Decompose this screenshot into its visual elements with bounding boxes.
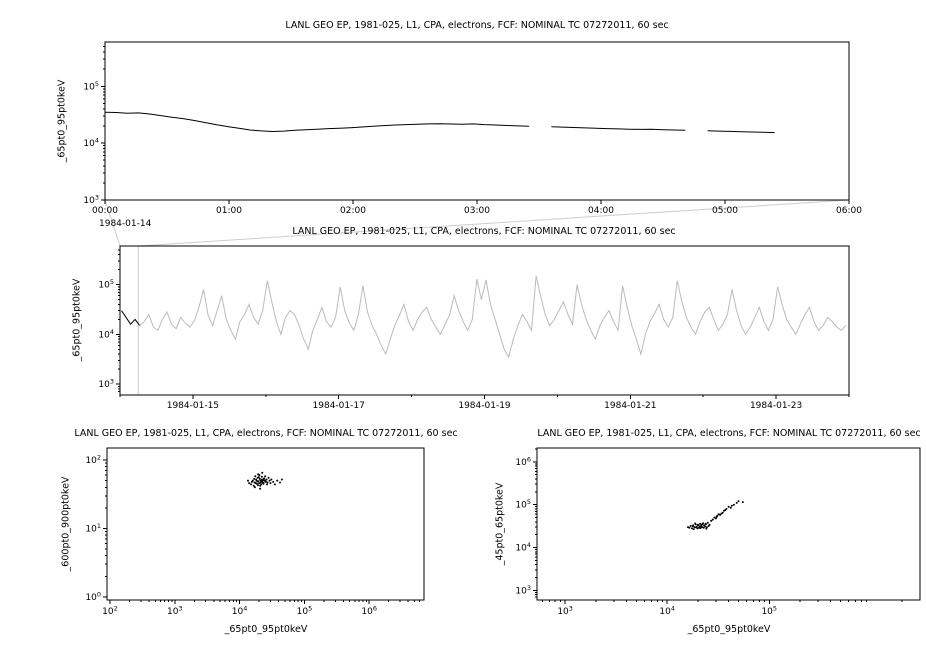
tick-label: 04:00 (588, 206, 614, 216)
y-axis-label-overview: _65pt0_95pt0keV (71, 278, 83, 362)
y-axis-label-scatter-left: _600pt0_900pt0keV (60, 476, 72, 572)
axis-tick-labels: 103 104 105 00:00 01:00 02:00 03:00 04:00 05:00 0… (83, 80, 862, 216)
tick-label: 104 (515, 541, 531, 554)
tick-label: 105 (515, 498, 531, 511)
tick-label: 00:00 (92, 206, 118, 216)
overview-timeseries-plot: 103 104 105 1984-01-15 1984-01-17 1984-01-19 1… (98, 245, 850, 411)
tick-label: 1984-01-19 (458, 401, 511, 411)
plot-title-top: LANL GEO EP, 1981-025, L1, CPA, electron… (285, 20, 669, 31)
x-axis-date-label: 1984-01-14 (99, 219, 152, 229)
tick-label: 102 (102, 605, 118, 618)
tick-label: 105 (83, 80, 99, 93)
y-axis-label-top: _65pt0_95pt0keV (56, 79, 68, 163)
tick-label: 103 (515, 584, 531, 597)
plot-area[interactable] (536, 447, 921, 601)
scatter-points (687, 500, 744, 531)
tick-label: 1984-01-23 (750, 401, 802, 411)
tick-label: 104 (83, 137, 99, 150)
axis-ticks (116, 249, 850, 399)
tick-label: 100 (85, 590, 101, 603)
plot-area[interactable] (104, 41, 850, 201)
tick-label: 104 (232, 605, 248, 618)
tick-label: 1984-01-17 (313, 401, 365, 411)
tick-label: 03:00 (464, 206, 490, 216)
tick-label: 106 (515, 455, 531, 468)
series-zoomed-interval (121, 310, 141, 326)
tick-label: 103 (98, 377, 114, 390)
axis-tick-labels: 103 104 105 1984-01-15 1984-01-17 1984-01-19 1… (98, 278, 802, 411)
tick-label: 1984-01-21 (604, 401, 656, 411)
axis-tick-labels: 100 101 102 102 103 104 105 106 (85, 454, 377, 617)
tick-label: 105 (98, 278, 114, 291)
x-axis-label-scatter-left: _65pt0_95pt0keV (224, 624, 308, 635)
scatter-600-900-plot: 100 101 102 102 103 104 105 106 (85, 447, 425, 617)
plot-title-scatter-right: LANL GEO EP, 1981-025, L1, CPA, electron… (537, 428, 921, 439)
axis-ticks (533, 448, 903, 604)
scatter-points (247, 471, 283, 490)
tick-label: 105 (297, 605, 313, 618)
tick-label: 102 (85, 454, 101, 467)
x-axis-label-scatter-right: _65pt0_95pt0keV (687, 624, 771, 635)
series-_65pt0_95pt0keV (104, 111, 775, 134)
tick-label: 101 (85, 522, 101, 535)
tick-label: 106 (361, 605, 377, 618)
axis-ticks (101, 46, 850, 204)
tick-label: 104 (98, 328, 114, 341)
y-axis-label-scatter-right: _45pt0_65pt0keV (494, 482, 506, 566)
tick-label: 103 (167, 605, 183, 618)
top-timeseries-plot: 103 104 105 00:00 01:00 02:00 03:00 04:00 05:00 0… (83, 41, 862, 216)
plot-area[interactable] (106, 447, 425, 601)
scatter-45-65-plot: 103 104 105 106 103 104 105 (515, 447, 921, 617)
tick-label: 105 (761, 605, 777, 618)
axis-tick-labels: 103 104 105 106 103 104 105 (515, 455, 777, 617)
plot-title-scatter-left: LANL GEO EP, 1981-025, L1, CPA, electron… (74, 428, 458, 439)
tick-label: 05:00 (712, 206, 738, 216)
tick-label: 104 (659, 605, 675, 618)
tick-label: 02:00 (340, 206, 366, 216)
plot-area[interactable] (119, 245, 850, 396)
tick-label: 06:00 (836, 206, 862, 216)
tick-label: 103 (557, 605, 573, 618)
tick-label: 103 (83, 194, 99, 207)
plot-title-overview: LANL GEO EP, 1981-025, L1, CPA, electron… (292, 226, 676, 237)
series-overview (139, 275, 847, 359)
axis-ticks (103, 459, 421, 604)
tick-label: 1984-01-15 (167, 401, 219, 411)
tick-label: 01:00 (216, 206, 242, 216)
